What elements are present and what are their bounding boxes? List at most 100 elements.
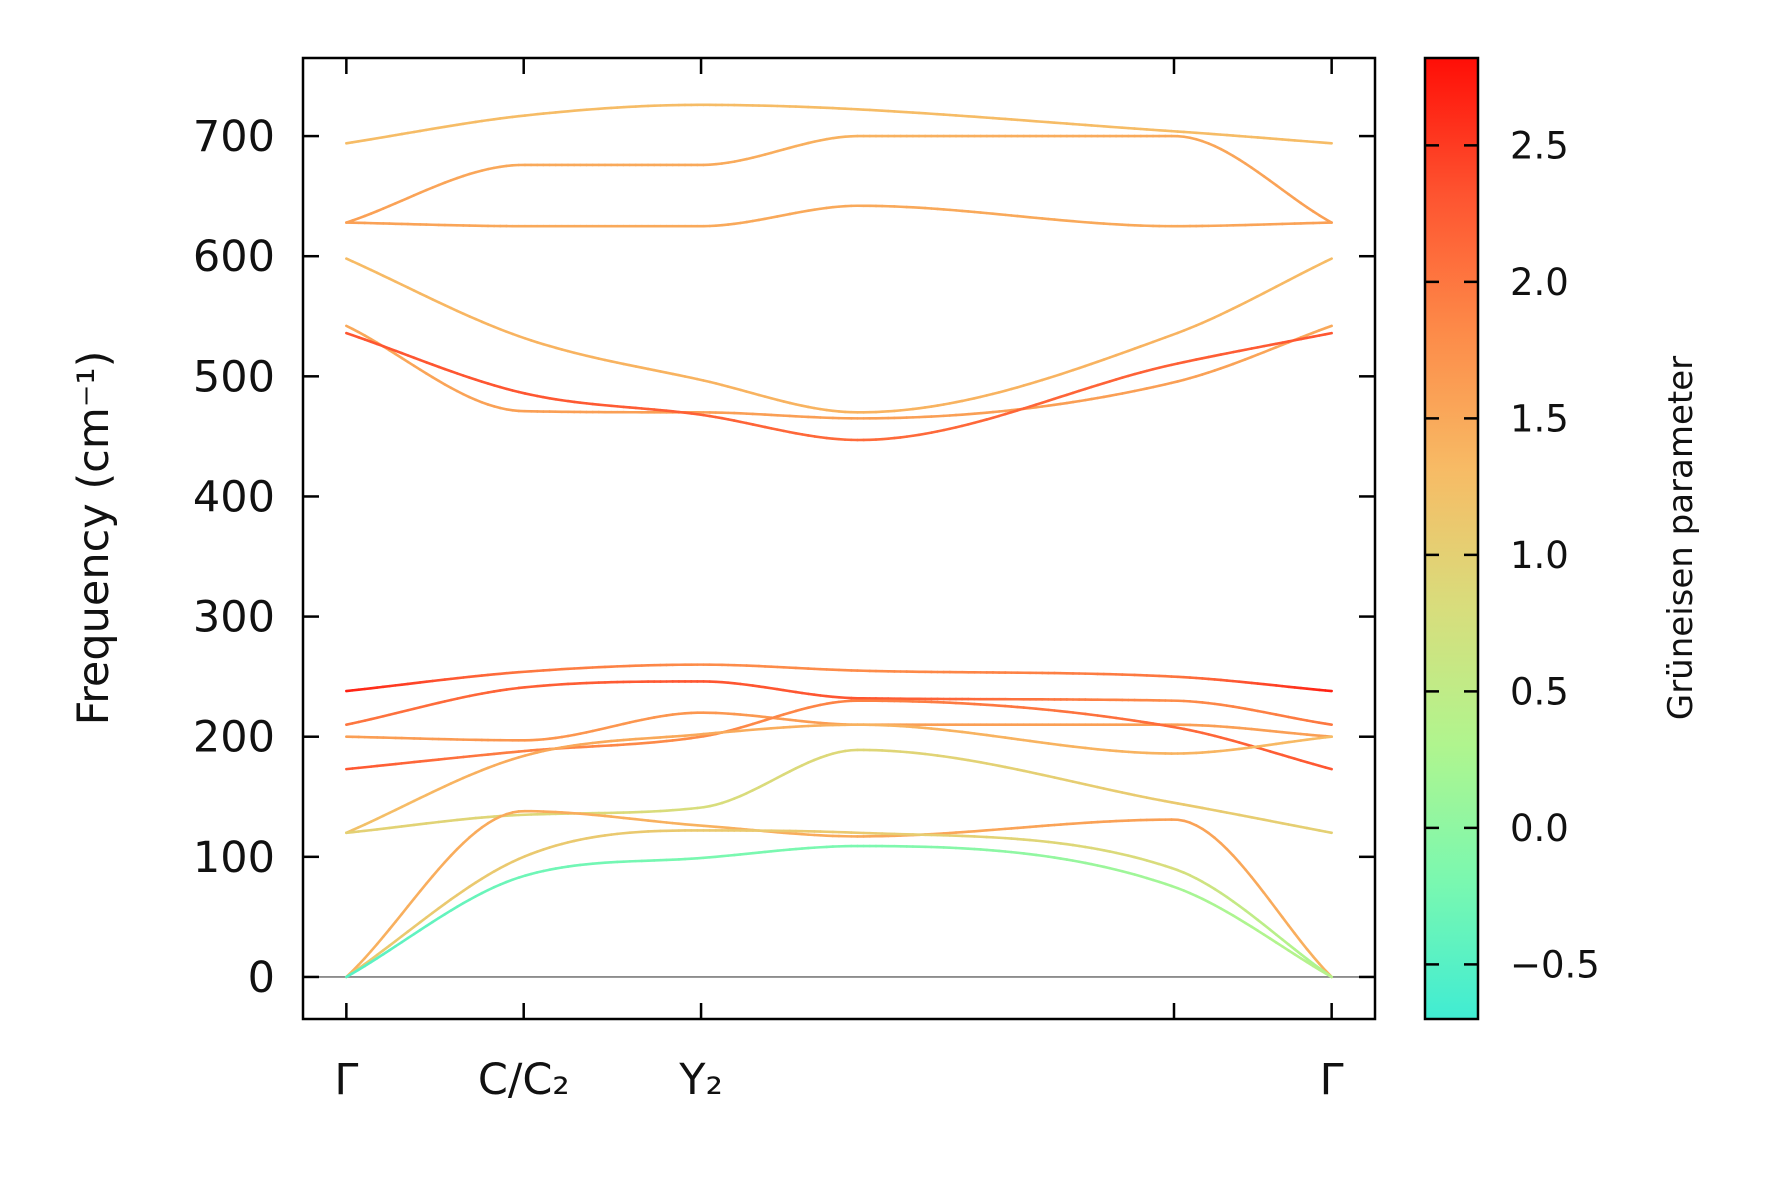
phonon-branch-4	[345, 257, 1333, 414]
phonon-branch-12	[345, 748, 1333, 835]
branch-segment	[1274, 907, 1284, 919]
colorbar-frame	[1423, 56, 1480, 1021]
branch-segment	[1225, 847, 1235, 857]
y-tick-label: 600	[193, 232, 275, 282]
branch-segment	[1324, 766, 1333, 771]
branch-segment	[1237, 861, 1247, 871]
plot-frame	[301, 56, 1377, 1021]
y-tick-label: 0	[248, 953, 275, 1003]
branch-segment	[462, 836, 471, 845]
branch-segment	[1293, 932, 1303, 943]
branch-segment	[468, 830, 477, 839]
y-tick-label: 200	[193, 713, 275, 763]
branch-segment	[1324, 722, 1333, 726]
y-tick-label: 100	[193, 833, 275, 883]
colorbar-tick-label: 2.0	[1510, 261, 1569, 304]
phonon-branch-7	[345, 663, 1333, 693]
branch-segment	[455, 841, 465, 851]
branch-segment	[369, 942, 379, 953]
branch-segment	[1256, 883, 1266, 895]
colorbar-title: Grüneisen parameter	[1661, 356, 1701, 720]
y-axis-ticks: 0 100 200 300 400 500 600 700	[193, 112, 1375, 1003]
branch-segment	[431, 867, 441, 878]
phonon-branch-8	[345, 680, 1333, 726]
x-tick-label: Γ	[1320, 1055, 1344, 1105]
series-layer	[345, 103, 1333, 979]
branch-segment	[400, 905, 410, 916]
phonon-branch-2	[345, 134, 1333, 224]
branch-segment	[1324, 324, 1333, 330]
y-tick-label: 400	[193, 472, 275, 522]
branch-segment	[1293, 948, 1303, 956]
branch-segment	[363, 949, 373, 960]
y-tick-label: 700	[193, 112, 275, 162]
branch-segment	[357, 956, 367, 967]
colorbar: −0.5 0.0 0.5 1.0 1.5 2.0 2.5 Grüneisen paramet…	[1423, 56, 1701, 1021]
branch-segment	[1324, 689, 1333, 693]
branch-segment	[1305, 947, 1315, 958]
y-tick-label: 500	[193, 352, 275, 402]
y-tick-label: 300	[193, 593, 275, 643]
plot-area: 0 100 200 300 400 500 600 700 Γ C/C₂ Y₂ Γ	[193, 56, 1377, 1105]
branch-segment	[1268, 928, 1278, 936]
branch-segment	[443, 854, 453, 864]
y-axis-title: Frequency (cm⁻¹)	[69, 351, 119, 726]
branch-segment	[1287, 924, 1296, 935]
phonon-branch-10	[345, 699, 1333, 771]
branch-segment	[449, 847, 459, 857]
colorbar-ticks: −0.5 0.0 0.5 1.0 1.5 2.0 2.5	[1425, 124, 1600, 986]
branch-segment	[1299, 940, 1309, 951]
colorbar-tick-label: 0.5	[1510, 670, 1569, 713]
phonon-branch-1	[345, 103, 1333, 145]
branch-segment	[1268, 899, 1278, 911]
phonon-branch-5	[345, 324, 1333, 420]
branch-segment	[406, 897, 416, 908]
colorbar-tick-label: 1.0	[1510, 534, 1569, 577]
branch-segment	[1262, 923, 1272, 931]
phonon-branch-14	[345, 829, 1333, 979]
branch-segment	[1231, 854, 1241, 864]
plot-background	[303, 58, 1375, 1019]
branch-segment	[1287, 943, 1296, 951]
branch-segment	[1219, 841, 1229, 851]
colorbar-tick-label: −0.5	[1510, 943, 1600, 986]
branch-segment	[1324, 331, 1333, 336]
phonon-branch-6	[345, 331, 1333, 442]
branch-segment	[388, 920, 397, 931]
branch-segment	[1262, 891, 1272, 903]
colorbar-tick-label: 0.0	[1510, 807, 1569, 850]
branch-segment	[1324, 830, 1333, 835]
colorbar-tick-label: 2.5	[1510, 124, 1569, 167]
branch-segment	[1324, 972, 1333, 979]
branch-segment	[1250, 875, 1260, 887]
colorbar-tick-label: 1.5	[1510, 397, 1569, 440]
branch-segment	[394, 912, 404, 923]
phonon-branch-15	[345, 844, 1333, 979]
branch-segment	[1244, 868, 1253, 879]
branch-segment	[1274, 933, 1284, 941]
phonon-branch-13	[345, 809, 1333, 979]
x-tick-label: Y₂	[678, 1055, 723, 1105]
branch-segment	[412, 889, 422, 900]
branch-segment	[1281, 915, 1290, 927]
branch-segment	[1256, 918, 1266, 927]
branch-segment	[1311, 955, 1321, 966]
branch-segment	[381, 927, 391, 939]
branch-segment	[418, 882, 428, 893]
branch-segment	[1207, 831, 1216, 840]
branch-segment	[1324, 257, 1333, 263]
branch-segment	[351, 963, 360, 973]
branch-segment	[1213, 836, 1223, 845]
x-tick-label: C/C₂	[478, 1055, 570, 1105]
x-tick-label: Γ	[334, 1055, 358, 1105]
branch-segment	[437, 860, 447, 871]
x-axis-ticks: Γ C/C₂ Y₂ Γ	[334, 58, 1344, 1105]
branch-segment	[1324, 735, 1333, 739]
branch-segment	[1318, 962, 1327, 972]
branch-segment	[425, 874, 434, 885]
colorbar-gradient-bar	[1425, 58, 1478, 1019]
branch-segment	[375, 935, 385, 946]
branch-segment	[1281, 938, 1290, 946]
phonon-branch-3	[345, 204, 1333, 228]
